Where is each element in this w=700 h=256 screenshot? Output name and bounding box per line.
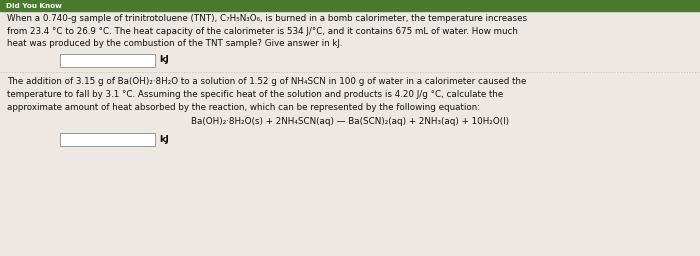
Text: temperature to fall by 3.1 °C. Assuming the specific heat of the solution and pr: temperature to fall by 3.1 °C. Assuming … xyxy=(7,90,503,99)
Bar xyxy=(60,54,155,67)
Text: kJ: kJ xyxy=(159,56,169,65)
Text: approximate amount of heat absorbed by the reaction, which can be represented by: approximate amount of heat absorbed by t… xyxy=(7,102,480,112)
Text: heat was produced by the combustion of the TNT sample? Give answer in kJ.: heat was produced by the combustion of t… xyxy=(7,39,342,48)
Text: The addition of 3.15 g of Ba(OH)₂·8H₂O to a solution of 1.52 g of NH₄SCN in 100 : The addition of 3.15 g of Ba(OH)₂·8H₂O t… xyxy=(7,78,526,87)
Bar xyxy=(0,0,700,11)
Text: kJ: kJ xyxy=(159,134,169,144)
Bar xyxy=(60,133,155,145)
Text: When a 0.740-g sample of trinitrotoluene (TNT), C₇H₅N₃O₆, is burned in a bomb ca: When a 0.740-g sample of trinitrotoluene… xyxy=(7,14,527,23)
Text: from 23.4 °C to 26.9 °C. The heat capacity of the calorimeter is 534 J/°C, and i: from 23.4 °C to 26.9 °C. The heat capaci… xyxy=(7,27,518,36)
Text: Ba(OH)₂·8H₂O(s) + 2NH₄SCN(aq) — Ba(SCN)₂(aq) + 2NH₃(aq) + 10H₂O(l): Ba(OH)₂·8H₂O(s) + 2NH₄SCN(aq) — Ba(SCN)₂… xyxy=(191,117,509,126)
Text: Did You Know: Did You Know xyxy=(6,3,62,9)
